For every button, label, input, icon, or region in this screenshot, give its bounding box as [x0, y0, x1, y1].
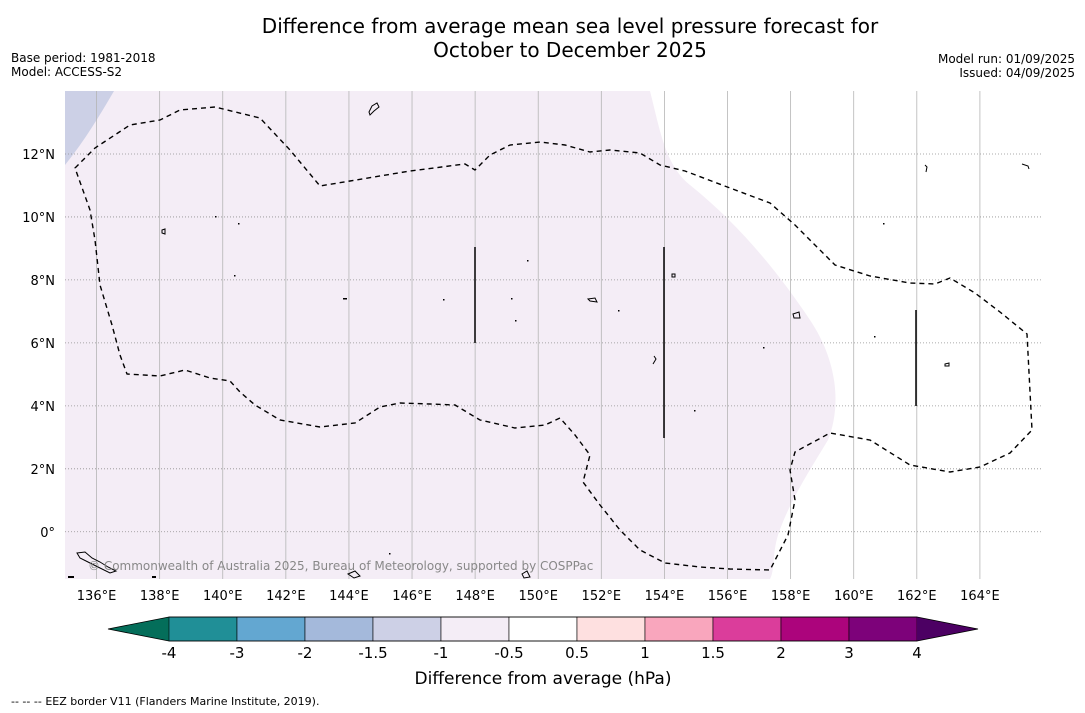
longitude-tick-label: 164°E	[960, 589, 1000, 604]
latitude-tick-label: 4°N	[31, 400, 56, 415]
longitude-tick-labels: 136°E 138°E 140°E 142°E 144°E 146°E 148°E 150°E…	[77, 589, 1000, 604]
colorbar-label: Difference from average (hPa)	[415, 669, 672, 689]
colorbar-tick-label: 4	[912, 644, 922, 662]
meta-left: Base period: 1981-2018 Model: ACCESS-S2	[11, 51, 156, 79]
colorbar-tick-label: -3	[230, 644, 245, 662]
colorbar-tick-label: -2	[298, 644, 313, 662]
model-name: Model: ACCESS-S2	[11, 65, 123, 79]
latitude-tick-label: 10°N	[22, 211, 55, 226]
longitude-tick-label: 158°E	[771, 589, 811, 604]
title-line-2: October to December 2025	[433, 38, 707, 62]
longitude-tick-label: 138°E	[140, 589, 180, 604]
longitude-tick-label: 162°E	[897, 589, 937, 604]
latitude-tick-label: 2°N	[31, 463, 56, 478]
colorbar-bin	[576, 616, 646, 642]
colorbar-tick-label: 1.5	[701, 644, 725, 662]
eez-border	[74, 106, 1033, 571]
longitude-tick-label: 152°E	[582, 589, 622, 604]
legend-symbol: -- -- --	[11, 695, 42, 708]
longitude-tick-label: 140°E	[203, 589, 243, 604]
latitude-tick-label: 0°	[40, 526, 55, 541]
longitude-tick-label: 150°E	[518, 589, 558, 604]
latitude-tick-labels: 12°N 10°N 8°N 6°N 4°N 2°N 0°	[22, 148, 55, 541]
colorbar-bin	[780, 616, 850, 642]
colorbar-tick-label: -0.5	[494, 644, 523, 662]
colorbar-tick-label: -1	[434, 644, 449, 662]
colorbar-bin	[304, 616, 374, 642]
colorbar-bin	[848, 616, 918, 642]
colorbar-bin	[644, 616, 714, 642]
latitude-tick-label: 6°N	[31, 337, 56, 352]
colorbar-bin	[440, 616, 510, 642]
map-panel: © Commonwealth of Australia 2025, Bureau…	[65, 91, 1043, 579]
colorbar-tick-label: 3	[844, 644, 854, 662]
anomaly-region-medium	[65, 91, 114, 165]
meta-right: Model run: 01/09/2025 Issued: 04/09/2025	[938, 52, 1075, 80]
tiny-islands	[68, 216, 885, 578]
colorbar-tick-label: 0.5	[565, 644, 589, 662]
longitude-tick-label: 160°E	[834, 589, 874, 604]
colorbar: -4 -3 -2 -1.5 -1 -0.5 0.5 1 1.5 2 3 4 Difference fr…	[107, 616, 979, 689]
longitude-tick-label: 156°E	[708, 589, 748, 604]
map-gridlines	[65, 91, 1043, 579]
colorbar-tick-label: -4	[162, 644, 177, 662]
colorbar-bin	[712, 616, 782, 642]
base-period: Base period: 1981-2018	[11, 51, 156, 65]
longitude-tick-label: 142°E	[266, 589, 306, 604]
model-run: Model run: 01/09/2025	[937, 52, 1075, 66]
latitude-tick-label: 12°N	[22, 148, 55, 163]
longitude-tick-label: 144°E	[329, 589, 369, 604]
colorbar-tick-label: 2	[776, 644, 786, 662]
longitude-tick-label: 146°E	[392, 589, 432, 604]
legend-text: EEZ border V11 (Flanders Marine Institut…	[45, 695, 320, 708]
longitude-tick-label: 154°E	[645, 589, 685, 604]
colorbar-high-extension	[917, 617, 978, 641]
islands	[76, 102, 1030, 579]
longitude-tick-label: 136°E	[77, 589, 117, 604]
longitude-tick-label: 148°E	[455, 589, 495, 604]
footer-legend: -- -- -- EEZ border V11 (Flanders Marine…	[11, 695, 319, 708]
title-line-1: Difference from average mean sea level p…	[261, 14, 879, 38]
colorbar-bin	[508, 616, 578, 642]
copyright-notice: © Commonwealth of Australia 2025, Bureau…	[88, 559, 593, 573]
colorbar-tick-label: 1	[640, 644, 650, 662]
latitude-tick-label: 8°N	[31, 274, 56, 289]
colorbar-tick-label: -1.5	[358, 644, 387, 662]
anomaly-region-light	[65, 91, 836, 579]
chart-title: Difference from average mean sea level p…	[0, 14, 1085, 62]
issued-date: Issued: 04/09/2025	[959, 66, 1075, 80]
colorbar-bin	[236, 616, 306, 642]
colorbar-bin	[168, 616, 238, 642]
colorbar-low-extension	[108, 617, 169, 641]
colorbar-bin	[372, 616, 442, 642]
